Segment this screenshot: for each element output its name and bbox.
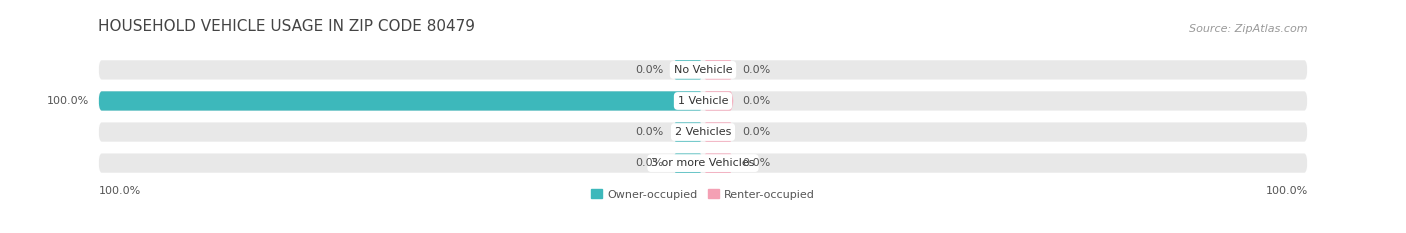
FancyBboxPatch shape — [98, 91, 703, 111]
FancyBboxPatch shape — [98, 91, 1308, 111]
Text: 100.0%: 100.0% — [48, 96, 90, 106]
Text: 0.0%: 0.0% — [742, 65, 770, 75]
Text: 0.0%: 0.0% — [742, 158, 770, 168]
Text: 0.0%: 0.0% — [636, 127, 664, 137]
Text: 100.0%: 100.0% — [1265, 186, 1308, 196]
FancyBboxPatch shape — [672, 60, 703, 79]
Text: 3 or more Vehicles: 3 or more Vehicles — [651, 158, 755, 168]
Legend: Owner-occupied, Renter-occupied: Owner-occupied, Renter-occupied — [592, 189, 814, 200]
Text: No Vehicle: No Vehicle — [673, 65, 733, 75]
Text: HOUSEHOLD VEHICLE USAGE IN ZIP CODE 80479: HOUSEHOLD VEHICLE USAGE IN ZIP CODE 8047… — [98, 19, 475, 34]
FancyBboxPatch shape — [703, 122, 734, 142]
FancyBboxPatch shape — [98, 154, 1308, 173]
FancyBboxPatch shape — [98, 60, 1308, 79]
FancyBboxPatch shape — [703, 60, 734, 79]
Text: 1 Vehicle: 1 Vehicle — [678, 96, 728, 106]
FancyBboxPatch shape — [98, 122, 1308, 142]
Text: 2 Vehicles: 2 Vehicles — [675, 127, 731, 137]
Text: 0.0%: 0.0% — [636, 65, 664, 75]
FancyBboxPatch shape — [672, 154, 703, 173]
FancyBboxPatch shape — [672, 122, 703, 142]
FancyBboxPatch shape — [703, 91, 734, 111]
Text: 0.0%: 0.0% — [742, 96, 770, 106]
FancyBboxPatch shape — [703, 154, 734, 173]
Text: 0.0%: 0.0% — [742, 127, 770, 137]
Text: 0.0%: 0.0% — [636, 158, 664, 168]
Text: Source: ZipAtlas.com: Source: ZipAtlas.com — [1189, 24, 1308, 34]
Text: 100.0%: 100.0% — [98, 186, 141, 196]
